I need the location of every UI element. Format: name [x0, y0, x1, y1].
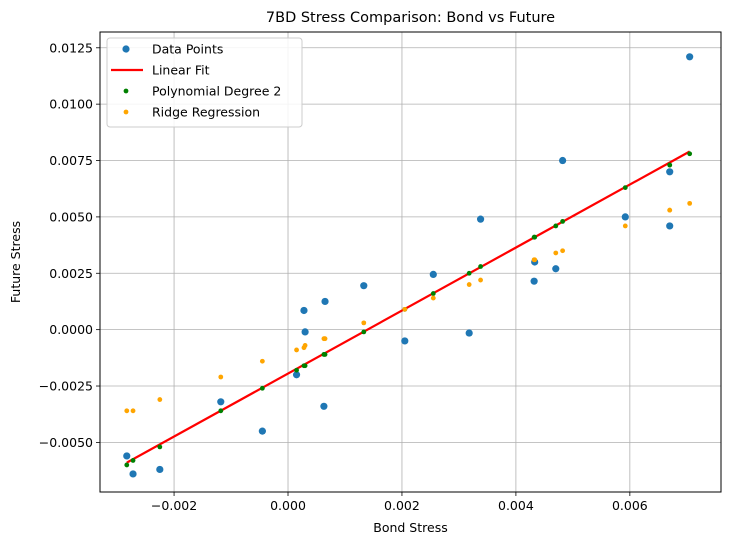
legend-ridge-regression-swatch [123, 109, 129, 115]
x-tick-label: 0.006 [612, 498, 648, 513]
polynomial-degree-2-point [687, 151, 693, 157]
ridge-regression-point [157, 397, 163, 402]
polynomial-degree-2-point [430, 291, 436, 296]
legend-data-points-swatch [122, 45, 130, 53]
legend-frame [106, 37, 303, 128]
data-points-point [530, 277, 538, 285]
polynomial-degree-2-point [124, 462, 130, 468]
tick-layer: −0.002 0.000 0.002 0.004 0.006 −0.0050 −0.0025… [39, 40, 648, 513]
legend-linear-fit-label: Linear Fit [152, 63, 210, 78]
data-points-point [401, 337, 409, 345]
data-points-point [321, 297, 329, 306]
data-points-point [156, 465, 164, 474]
chart-title: 7BD Stress Comparison: Bond vs Future [266, 10, 555, 26]
polynomial-degree-2-point [532, 234, 538, 240]
data-points-point [320, 402, 328, 410]
legend-ridge-regression-label: Ridge Regression [152, 105, 260, 120]
data-points-point [217, 398, 225, 406]
ridge-regression-point [130, 408, 136, 414]
data-points-point [559, 156, 567, 165]
y-tick-label: −0.0050 [39, 435, 93, 450]
y-tick-label: 0.0000 [49, 322, 93, 337]
ridge-regression-point [322, 336, 328, 342]
ridge-regression-point [532, 257, 538, 263]
polynomial-degree-2-point [361, 329, 367, 335]
polynomial-degree-2-point [622, 185, 628, 190]
data-points-point [476, 215, 485, 223]
ridge-regression-point [430, 295, 436, 301]
data-points-point [429, 270, 437, 278]
linear-fit-line [126, 150, 691, 464]
ridge-regression-point [218, 374, 224, 380]
data-points-point [300, 306, 308, 315]
polynomial-degree-2-point [130, 458, 136, 463]
polynomial-degree-2-point [478, 264, 483, 269]
legend-data-points-label: Data Points [152, 42, 223, 57]
legend: Data Points Linear Fit Polynomial Degree 2… [106, 37, 303, 128]
data-points-point [292, 371, 301, 379]
x-tick-label: 0.004 [498, 498, 534, 513]
data-points-point [621, 213, 629, 221]
polynomial-degree-2-point [667, 162, 673, 168]
x-tick-label: 0.002 [384, 498, 420, 513]
polynomial-degree-2-point [218, 408, 224, 414]
legend-polynomial-degree-2-label: Polynomial Degree 2 [152, 84, 281, 99]
x-tick-label: −0.002 [151, 498, 197, 513]
y-tick-label: −0.0025 [39, 379, 93, 394]
ridge-regression-point [560, 248, 566, 254]
polynomial-degree-2-point [560, 219, 566, 224]
ridge-regression-point [687, 200, 693, 206]
x-axis-label: Bond Stress [373, 520, 447, 535]
ridge-regression-point [302, 343, 308, 348]
data-points-point [301, 328, 309, 336]
x-tick-label: 0.000 [270, 498, 306, 513]
polynomial-degree-2-point [466, 270, 472, 276]
y-tick-label: 0.0025 [49, 266, 93, 281]
data-points-point [465, 329, 473, 337]
polynomial-degree-2-point [302, 363, 308, 369]
data-points-point [686, 53, 694, 61]
plot-frame [99, 31, 722, 493]
ridge-regression-point [466, 282, 472, 287]
ridge-regression-point [124, 408, 130, 414]
data-points-point [666, 168, 674, 176]
legend-polynomial-degree-2-swatch [123, 88, 129, 94]
y-tick-label: 0.0100 [49, 97, 93, 112]
ridge-regression-point [361, 320, 367, 326]
polynomial-degree-2-point [553, 223, 559, 229]
polynomial-degree-2-point [259, 385, 265, 391]
ridge-regression-point [622, 223, 628, 229]
data-points-point [666, 222, 674, 230]
y-tick-label: 0.0050 [49, 209, 93, 224]
data-points-point [360, 282, 368, 290]
data-points-point [258, 427, 266, 435]
ridge-regression-point [294, 347, 299, 353]
data-points-point [552, 265, 560, 273]
data-points-point [123, 452, 131, 460]
y-tick-label: 0.0075 [49, 153, 93, 168]
data-points-point [129, 470, 137, 478]
ridge-regression-point [478, 277, 483, 283]
series-layer [123, 53, 694, 478]
polynomial-degree-2-point [322, 352, 328, 357]
ridge-regression-point [402, 306, 408, 312]
ridge-regression-point [667, 207, 673, 213]
ridge-regression-point [259, 358, 265, 364]
polynomial-degree-2-point [294, 367, 299, 373]
y-axis-label: Future Stress [8, 221, 23, 303]
polynomial-degree-2-point [157, 444, 163, 450]
y-tick-label: 0.0125 [49, 40, 93, 55]
ridge-regression-point [553, 250, 559, 256]
